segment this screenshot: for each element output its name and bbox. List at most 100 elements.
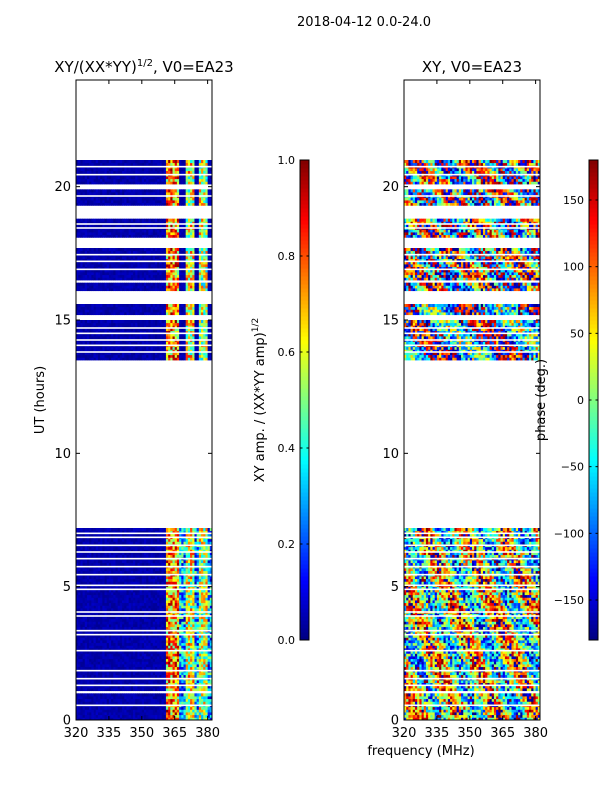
amp-cell bbox=[207, 341, 211, 345]
amp-cell bbox=[146, 554, 149, 558]
amp-cell bbox=[161, 693, 165, 697]
amp-cell bbox=[170, 594, 173, 598]
amp-cell bbox=[100, 709, 103, 713]
amp-cell bbox=[106, 546, 110, 550]
amp-cell bbox=[163, 621, 167, 625]
amp-cell bbox=[82, 346, 86, 350]
amp-cell bbox=[157, 530, 160, 534]
amp-cell bbox=[154, 560, 158, 564]
amp-cell bbox=[174, 680, 178, 684]
amp-cell bbox=[185, 640, 189, 644]
amp-cell bbox=[119, 538, 123, 542]
amp-cell bbox=[174, 613, 178, 617]
amp-cell bbox=[194, 528, 198, 532]
amp-cell bbox=[76, 682, 79, 686]
amp-cell bbox=[93, 717, 97, 721]
amp-cell bbox=[172, 576, 176, 580]
amp-cell bbox=[154, 613, 158, 617]
amp-cell bbox=[95, 626, 99, 630]
amp-cell bbox=[187, 357, 191, 361]
amp-cell bbox=[194, 621, 198, 625]
amp-cell bbox=[84, 357, 88, 361]
amp-cell bbox=[190, 533, 193, 537]
amp-cell bbox=[190, 640, 193, 644]
amp-cell bbox=[209, 685, 213, 689]
amp-cell bbox=[170, 528, 173, 532]
amp-cell bbox=[102, 693, 105, 697]
amp-cell bbox=[185, 632, 189, 636]
amp-cell bbox=[76, 645, 79, 649]
amp-cell bbox=[119, 709, 123, 713]
amp-cell bbox=[207, 680, 211, 684]
amp-cell bbox=[106, 616, 110, 620]
amp-cell bbox=[91, 674, 94, 678]
amp-cell bbox=[106, 594, 110, 598]
amp-cell bbox=[126, 552, 130, 556]
amp-cell bbox=[163, 712, 167, 716]
amp-cell bbox=[106, 600, 110, 604]
amp-cell bbox=[157, 546, 160, 550]
amp-cell bbox=[124, 357, 127, 361]
amp-cell bbox=[122, 354, 125, 358]
amp-cell bbox=[159, 346, 162, 350]
amp-cell bbox=[76, 528, 79, 532]
amp-cell bbox=[194, 642, 198, 646]
amp-cell bbox=[148, 354, 151, 358]
amp-cell bbox=[106, 333, 110, 337]
amp-cell bbox=[187, 626, 191, 630]
amp-cell bbox=[137, 352, 141, 356]
amp-cell bbox=[176, 642, 180, 646]
amp-cell bbox=[117, 333, 121, 337]
amp-cell bbox=[133, 594, 136, 598]
amp-cell bbox=[185, 621, 189, 625]
amp-cell bbox=[76, 594, 79, 598]
amp-cell bbox=[84, 570, 88, 574]
amp-cell bbox=[91, 624, 94, 628]
amp-cell bbox=[161, 605, 165, 609]
amp-cell bbox=[163, 597, 167, 601]
amp-cell bbox=[146, 645, 149, 649]
amp-cell bbox=[209, 658, 213, 662]
amp-cell bbox=[111, 341, 114, 345]
amp-cell bbox=[137, 586, 141, 590]
amp-cell bbox=[119, 341, 123, 345]
amp-cell bbox=[172, 706, 176, 710]
amp-cell bbox=[190, 666, 193, 670]
amp-cell bbox=[196, 581, 200, 585]
amp-cell bbox=[146, 357, 149, 361]
amp-cell bbox=[148, 714, 151, 718]
amp-cell bbox=[205, 549, 209, 553]
amp-cell bbox=[76, 552, 79, 556]
amp-cell bbox=[100, 632, 103, 636]
amp-cell bbox=[130, 354, 134, 358]
amp-cell bbox=[104, 541, 108, 545]
amp-cell bbox=[76, 530, 79, 534]
amp-cell bbox=[122, 341, 125, 345]
amp-cell bbox=[130, 661, 134, 665]
amp-cell bbox=[163, 336, 167, 340]
amp-cell bbox=[165, 346, 169, 350]
amp-cell bbox=[124, 597, 127, 601]
amp-cell bbox=[135, 648, 138, 652]
amp-cell bbox=[163, 634, 167, 638]
amp-cell bbox=[115, 608, 119, 612]
amp-cell bbox=[130, 717, 134, 721]
amp-cell bbox=[194, 357, 198, 361]
amp-cell bbox=[89, 538, 92, 542]
amp-cell bbox=[106, 640, 110, 644]
amp-cell bbox=[203, 600, 206, 604]
amp-cell bbox=[165, 688, 169, 692]
amp-cell bbox=[108, 333, 112, 337]
amp-cell bbox=[78, 645, 81, 649]
amp-cell bbox=[165, 560, 169, 564]
amp-cell bbox=[183, 549, 187, 553]
amp-cell bbox=[201, 693, 204, 697]
amp-cell bbox=[165, 624, 169, 628]
amp-cell bbox=[183, 554, 187, 558]
amp-cell bbox=[201, 354, 204, 358]
amp-cell bbox=[194, 608, 198, 612]
amp-cell bbox=[176, 533, 180, 537]
amp-cell bbox=[133, 632, 136, 636]
amp-cell bbox=[192, 672, 195, 676]
amp-cell bbox=[203, 592, 206, 596]
